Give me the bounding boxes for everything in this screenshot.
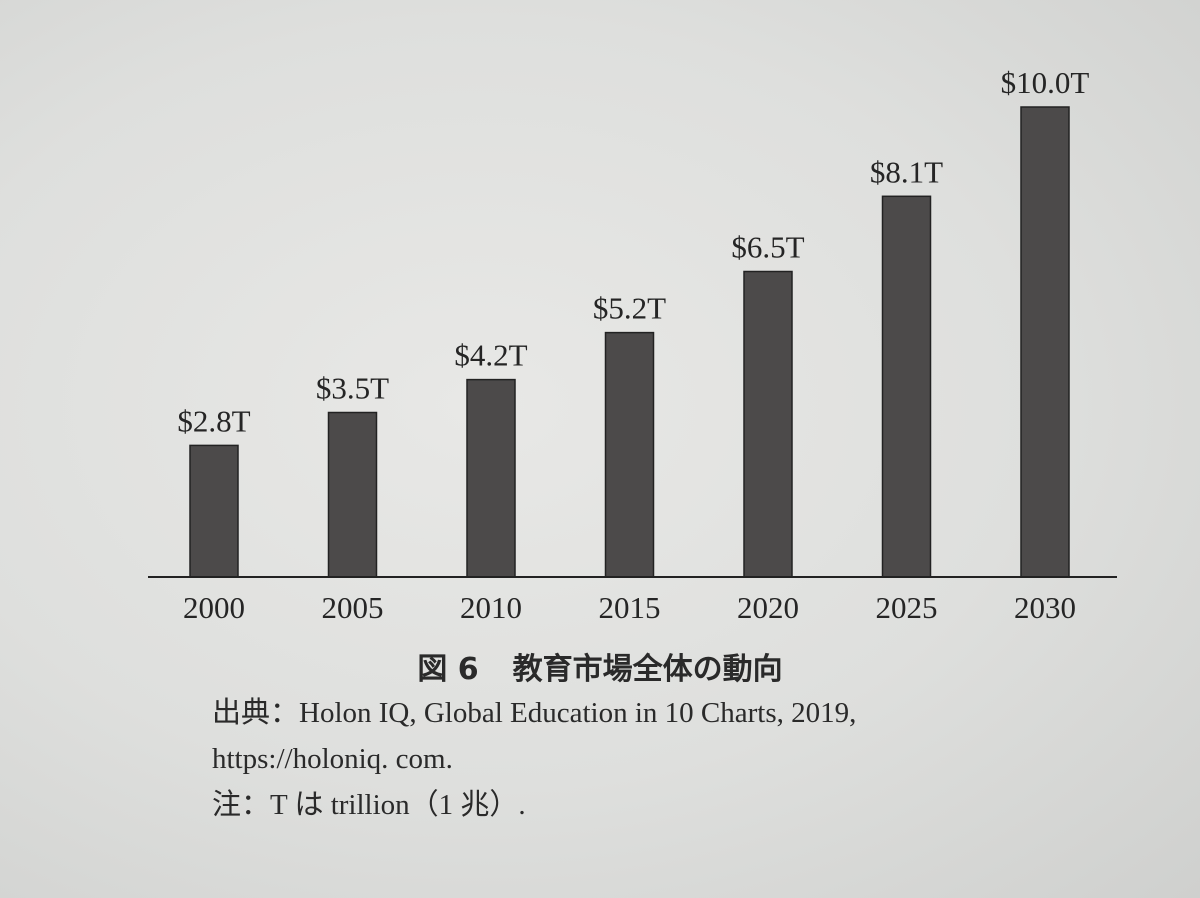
x-tick-2010: 2010 <box>460 590 522 625</box>
bar-2030 <box>1020 106 1070 578</box>
x-tick-labels: 2000 2005 2010 2015 2020 2025 2030 <box>183 590 1076 625</box>
bar-2020 <box>743 270 793 578</box>
bar-2010 <box>466 378 516 578</box>
bar-chart: $2.8T $3.5T $4.2T $5.2T $6.5T $8.1T $10.0T 200… <box>148 65 1117 625</box>
value-label-2015: $5.2T <box>593 291 666 326</box>
figure-caption: 図 6 教育市場全体の動向 <box>0 644 1200 688</box>
figure-title: 教育市場全体の動向 <box>512 652 783 687</box>
value-label-2010: $4.2T <box>454 338 527 373</box>
bar-2000 <box>189 444 239 578</box>
figure-number: 図 6 <box>417 652 479 687</box>
x-tick-2005: 2005 <box>322 590 384 625</box>
source-line-1: 出典：Holon IQ, Global Education in 10 Char… <box>212 697 857 729</box>
x-tick-2020: 2020 <box>737 590 799 625</box>
bars-group <box>189 106 1070 578</box>
value-label-2000: $2.8T <box>177 403 250 438</box>
value-labels-group: $2.8T $3.5T $4.2T $5.2T $6.5T $8.1T $10.0T <box>177 65 1089 438</box>
bar-2005 <box>327 411 378 578</box>
x-tick-2025: 2025 <box>876 590 938 625</box>
source-line-2: https://holoniq. com. <box>212 743 453 775</box>
x-tick-2030: 2030 <box>1014 590 1076 625</box>
bar-2015 <box>604 331 655 578</box>
source-notes: 出典：Holon IQ, Global Education in 10 Char… <box>212 690 856 828</box>
x-tick-2015: 2015 <box>599 590 661 625</box>
value-label-2020: $6.5T <box>731 230 804 265</box>
value-label-2005: $3.5T <box>316 371 389 406</box>
value-label-2025: $8.1T <box>870 154 943 189</box>
value-label-2030: $10.0T <box>1001 65 1090 100</box>
x-tick-2000: 2000 <box>183 590 245 625</box>
unit-note: 注：T は trillion（1 兆）. <box>212 789 526 821</box>
bar-2025 <box>881 195 932 578</box>
